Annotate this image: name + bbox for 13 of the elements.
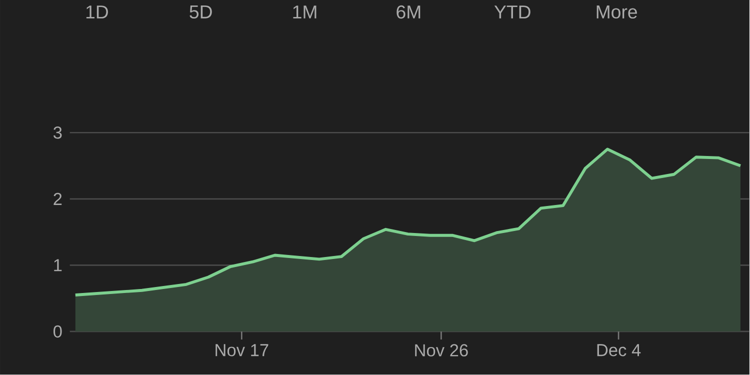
- y-tick-label: 3: [54, 126, 62, 139]
- x-tick-label: Nov 17: [216, 344, 268, 356]
- text: 1M: [293, 6, 316, 19]
- text: 5D: [190, 6, 212, 19]
- text: 6M: [396, 6, 420, 19]
- text: 1D: [86, 6, 108, 19]
- x-tick-label: Nov 26: [415, 344, 468, 357]
- text: YTD: [494, 6, 530, 19]
- x-tick-label: Dec 4: [597, 344, 641, 356]
- y-tick-label: 0: [54, 325, 62, 338]
- text: More: [596, 6, 637, 19]
- y-tick-label: 2: [54, 192, 62, 206]
- y-tick-label: 1: [54, 259, 62, 272]
